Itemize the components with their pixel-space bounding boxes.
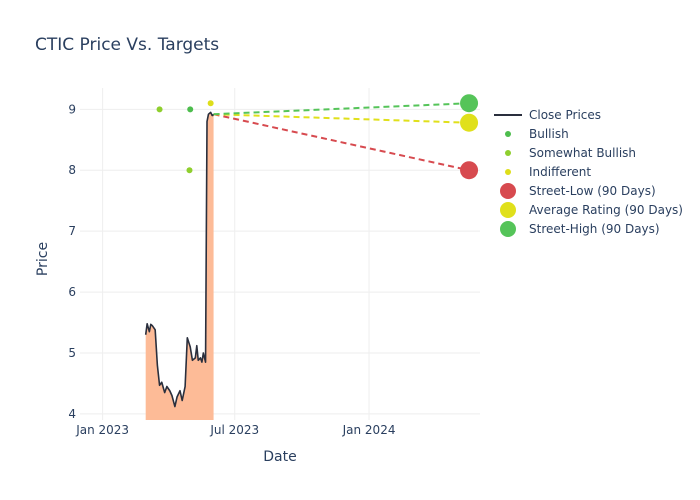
close-price-area [145, 112, 214, 421]
legend[interactable]: Close Prices Bullish Somewhat Bullish Indif… [494, 108, 683, 237]
street-low-projection [213, 113, 470, 172]
average-rating-projection [213, 113, 470, 124]
x-tick-label: Jan 2023 [75, 423, 129, 437]
legend-label: Close Prices [529, 108, 601, 122]
legend-item[interactable]: Street-Low (90 Days) [500, 183, 656, 199]
average-rating-marker [460, 113, 479, 132]
plot-area [144, 94, 479, 421]
x-tick-label: Jan 2024 [342, 423, 396, 437]
legend-label: Street-Low (90 Days) [529, 184, 656, 198]
legend-dot-swatch [505, 131, 511, 137]
street-high-projection [213, 102, 470, 116]
legend-item[interactable]: Somewhat Bullish [505, 146, 636, 160]
street-high-marker [460, 94, 479, 113]
legend-item[interactable]: Street-High (90 Days) [500, 221, 660, 237]
legend-label: Indifferent [529, 165, 591, 179]
legend-label: Street-High (90 Days) [529, 222, 660, 236]
legend-dot-swatch [505, 169, 511, 175]
legend-label: Average Rating (90 Days) [529, 203, 683, 217]
legend-marker-swatch [500, 183, 516, 199]
legend-label: Bullish [529, 127, 569, 141]
legend-item[interactable]: Bullish [505, 127, 569, 141]
y-tick-label: 7 [68, 224, 76, 238]
y-tick-label: 9 [68, 102, 76, 116]
legend-item[interactable]: Average Rating (90 Days) [500, 202, 683, 218]
y-tick-label: 6 [68, 285, 76, 299]
legend-item[interactable]: Close Prices [494, 108, 601, 122]
legend-marker-swatch [500, 221, 516, 237]
bullish-rating-point [187, 106, 194, 113]
legend-item[interactable]: Indifferent [505, 165, 591, 179]
axis-ticks: 4 5 6 7 8 9 Jan 2023 Jul 2023 Jan 2024 [68, 102, 395, 437]
somewhat-bullish-rating-point [156, 106, 163, 113]
close-price-line [144, 111, 215, 408]
y-tick-label: 8 [68, 163, 76, 177]
y-tick-label: 5 [68, 346, 76, 360]
grid [80, 88, 480, 420]
indifferent-rating-point [207, 100, 214, 107]
chart-title: CTIC Price Vs. Targets [35, 35, 219, 55]
legend-dot-swatch [505, 150, 511, 156]
x-axis-title: Date [263, 449, 296, 465]
x-tick-label: Jul 2023 [209, 423, 259, 437]
legend-marker-swatch [500, 202, 516, 218]
somewhat-bullish-rating-point [186, 167, 193, 174]
street-low-marker [460, 161, 479, 180]
legend-label: Somewhat Bullish [529, 146, 636, 160]
y-axis-title: Price [35, 242, 51, 276]
y-tick-label: 4 [68, 407, 76, 421]
